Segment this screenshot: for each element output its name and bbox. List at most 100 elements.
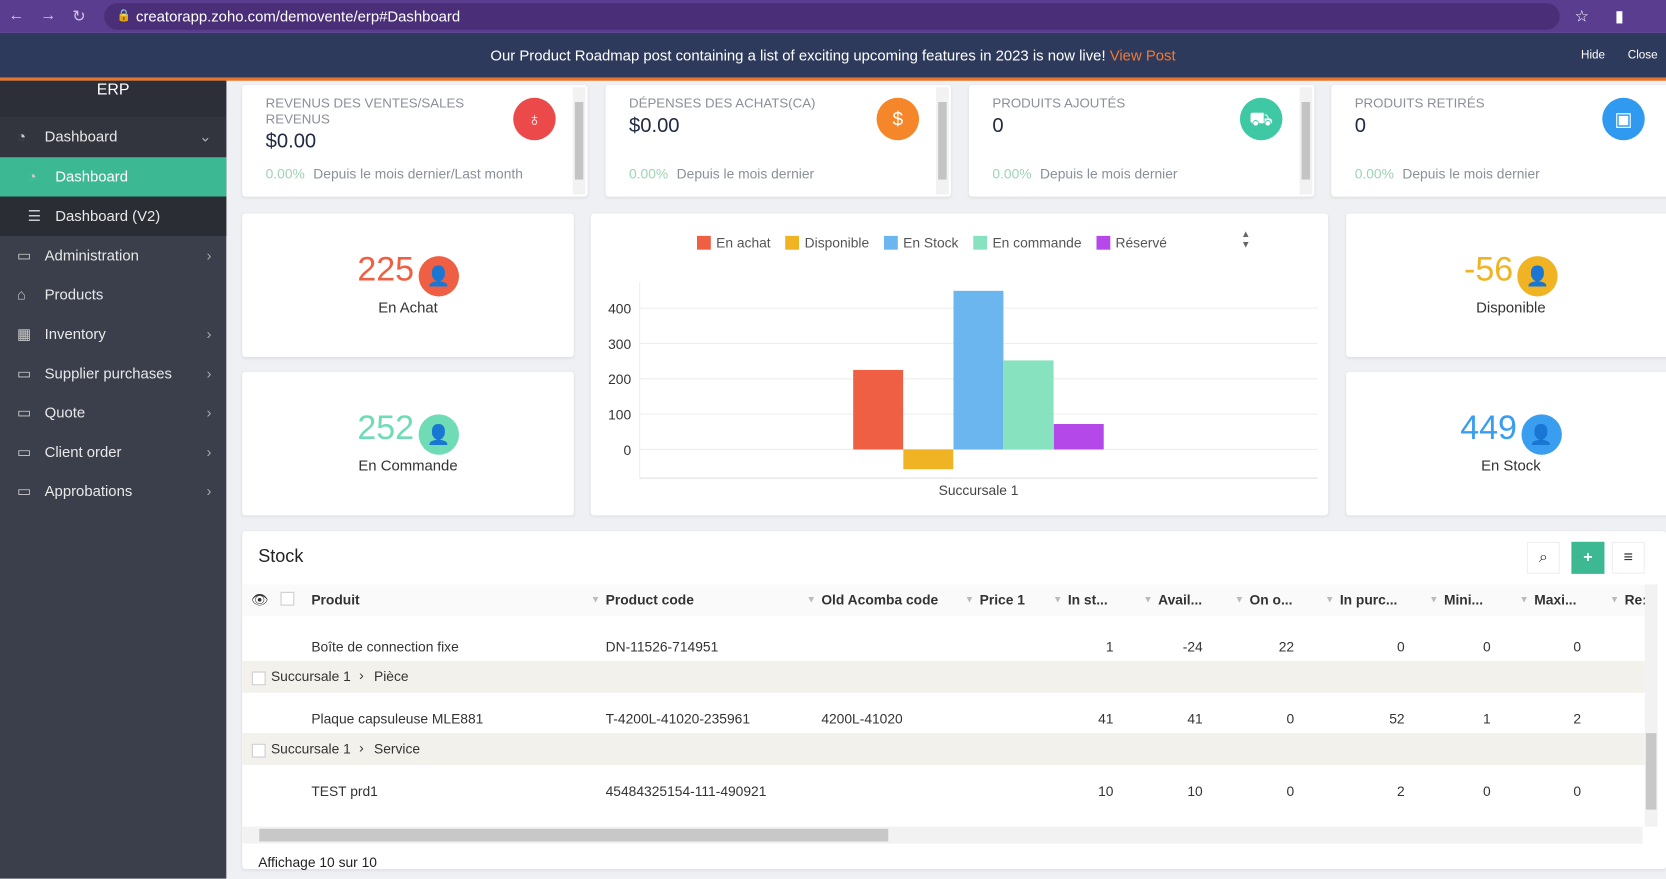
- legend-item[interactable]: Disponible: [785, 234, 870, 251]
- forward-icon[interactable]: →: [40, 6, 57, 25]
- sort-icon[interactable]: ▼: [1143, 593, 1153, 605]
- url-text: creatorapp.zoho.com/demovente/erp#Dashbo…: [136, 7, 461, 25]
- user-star-icon: 👤: [1517, 255, 1558, 297]
- kpi-title: Produits retirés: [1354, 95, 1485, 111]
- kpi-desc: Depuis le mois dernier: [1402, 165, 1540, 182]
- y-tick-label: 400: [608, 300, 631, 316]
- legend-item[interactable]: Réservé: [1096, 235, 1167, 251]
- sidebar-item-dashboard[interactable]: ◔ Dashboard ⌄: [0, 116, 227, 158]
- bar-réservé[interactable]: [1053, 424, 1104, 450]
- select-all-checkbox[interactable]: [280, 591, 295, 606]
- sort-icon[interactable]: ▼: [1052, 593, 1063, 605]
- sort-icon[interactable]: ▼: [1609, 593, 1620, 605]
- sort-icon[interactable]: ▼: [964, 593, 975, 605]
- sidebar-item-client-order[interactable]: ▭ Client order ›: [0, 432, 226, 471]
- table-cell: 10: [1098, 783, 1114, 799]
- group-checkbox[interactable]: [251, 743, 266, 758]
- column-header[interactable]: On o...: [1249, 591, 1293, 608]
- group-checkbox[interactable]: [251, 671, 266, 686]
- group-row[interactable]: Succursale 1 › Pièce: [242, 660, 1645, 693]
- column-header[interactable]: Product code: [605, 591, 694, 608]
- card-scrollbar[interactable]: [936, 87, 949, 195]
- kpi-card: Dépenses des achats(CA) $0.00 0.00% Depuis …: [605, 85, 951, 197]
- bar-en-commande[interactable]: [1003, 360, 1054, 450]
- list-icon: ☰: [27, 207, 41, 225]
- add-button[interactable]: +: [1571, 541, 1605, 574]
- user-star-icon: 👤: [418, 255, 459, 297]
- hide-button[interactable]: Hide: [1581, 48, 1606, 62]
- table-row[interactable]: Boîte de connection fixe DN-11526-714951 1…: [242, 633, 1645, 665]
- column-header[interactable]: In purc...: [1339, 591, 1398, 608]
- kpi-footer: 0.00% Depuis le mois dernier/Last month: [266, 166, 523, 182]
- close-button[interactable]: Close: [1627, 48, 1658, 62]
- sidebar-item-administration[interactable]: ▭ Administration ›: [0, 236, 226, 275]
- column-header[interactable]: Maxi...: [1534, 591, 1577, 608]
- legend-label: Réservé: [1115, 234, 1167, 251]
- sidebar-item-inventory[interactable]: ▦ Inventory ›: [0, 315, 226, 354]
- kpi-card: Produits ajoutés 0 0.00% Depuis le mois der…: [969, 85, 1315, 197]
- column-header[interactable]: Re:: [1624, 591, 1647, 608]
- column-header[interactable]: In st...: [1067, 591, 1108, 608]
- box-icon: ▣: [1602, 97, 1645, 141]
- table-row[interactable]: TEST prd1 45484325154-111-490921 10 10 0 2 0 0: [242, 778, 1645, 810]
- back-icon[interactable]: ←: [8, 6, 25, 25]
- sort-icon[interactable]: ▼: [1324, 593, 1335, 605]
- table-cell: 45484325154-111-490921: [605, 783, 767, 799]
- lock-icon: 🔒: [116, 9, 132, 23]
- view-post-link[interactable]: View Post: [1109, 46, 1176, 64]
- sidebar-item-dashboard-v2-[interactable]: ☰ Dashboard (V2): [0, 196, 227, 236]
- sidebar: ERP ◔ Dashboard ⌄ ◔ Dashboard ☰ Dashboard (V2)…: [0, 80, 227, 879]
- stock-panel: Stock ⌕ + ≡ 👁 Produit ▼ Product code ▼ Old A…: [242, 531, 1666, 870]
- kpi-footer: 0.00% Depuis le mois dernier: [629, 166, 814, 182]
- stat-label: Disponible: [1476, 298, 1546, 316]
- star-icon[interactable]: ☆: [1574, 7, 1589, 26]
- column-header[interactable]: Mini...: [1443, 591, 1484, 608]
- stat-label: En Commande: [358, 456, 458, 474]
- legend-item[interactable]: En Stock: [884, 235, 958, 251]
- kpi-value: $0.00: [629, 114, 680, 138]
- kpi-footer: 0.00% Depuis le mois dernier: [1355, 166, 1540, 182]
- search-button[interactable]: ⌕: [1526, 541, 1560, 574]
- sort-icon[interactable]: ▼: [1234, 593, 1245, 605]
- table-row[interactable]: Plaque capsuleuse MLE881 T-4200L-41020-23…: [242, 706, 1645, 738]
- sort-icon[interactable]: ▼: [1519, 593, 1529, 605]
- vertical-scrollbar[interactable]: [1644, 584, 1658, 827]
- table-cell: DN-11526-714951: [605, 638, 719, 655]
- group-row[interactable]: Succursale 1 › Service: [242, 733, 1645, 765]
- legend-scroll-icon[interactable]: ▲ ▼: [1241, 228, 1251, 250]
- eye-icon[interactable]: 👁: [250, 591, 269, 608]
- legend-item[interactable]: En achat: [697, 235, 771, 251]
- sidepanel-icon[interactable]: ▮: [1615, 7, 1624, 26]
- bar-disponible[interactable]: [903, 449, 954, 470]
- address-bar[interactable]: 🔒 creatorapp.zoho.com/demovente/erp#Dashb…: [104, 3, 1560, 30]
- column-header[interactable]: Old Acomba code: [821, 591, 939, 608]
- sort-icon[interactable]: ▼: [590, 593, 601, 605]
- menu-button[interactable]: ≡: [1611, 541, 1645, 574]
- column-header[interactable]: Avail...: [1158, 591, 1203, 608]
- legend-label: Disponible: [804, 234, 870, 251]
- kpi-desc: Depuis le mois dernier: [1040, 165, 1178, 182]
- bar-en-achat[interactable]: [853, 369, 904, 450]
- sidebar-item-dashboard[interactable]: ◔ Dashboard: [0, 157, 227, 197]
- legend-item[interactable]: En commande: [973, 235, 1082, 251]
- panel-title: Stock: [258, 546, 304, 567]
- sort-icon[interactable]: ▼: [806, 593, 816, 605]
- horizontal-scrollbar[interactable]: [242, 826, 1643, 844]
- kpi-title: Dépenses des achats(CA): [629, 95, 816, 111]
- sort-icon[interactable]: ▼: [1429, 593, 1439, 605]
- bar-en-stock[interactable]: [953, 290, 1004, 450]
- sidebar-item-approbations[interactable]: ▭ Approbations ›: [0, 472, 226, 511]
- column-header[interactable]: Price 1: [979, 591, 1025, 608]
- sidebar-item-quote[interactable]: ▭ Quote ›: [0, 393, 226, 432]
- sidebar-item-products[interactable]: ⌂ Products: [0, 275, 226, 314]
- table-cell: 0: [1286, 710, 1295, 727]
- stat-card: 449 👤 En Stock: [1346, 371, 1666, 516]
- column-header[interactable]: Produit: [311, 591, 360, 608]
- card-scrollbar[interactable]: [572, 87, 586, 195]
- kpi-card: Revenus des ventes/Sales revenus $0.00 0.0…: [242, 85, 588, 197]
- sidebar-item-label: Quote: [44, 403, 86, 421]
- sidebar-item-supplier-purchases[interactable]: ▭ Supplier purchases ›: [0, 354, 226, 393]
- card-scrollbar[interactable]: [1299, 87, 1313, 195]
- reload-icon[interactable]: ↻: [72, 7, 86, 26]
- stat-value: 449: [1460, 408, 1517, 447]
